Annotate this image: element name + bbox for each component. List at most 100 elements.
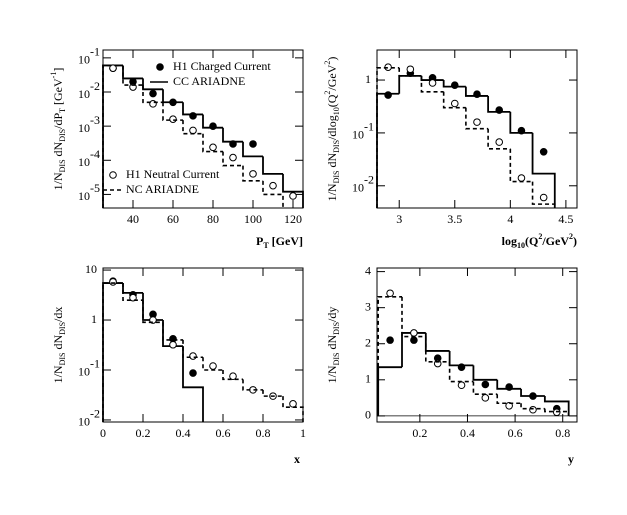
label-part: 2 — [569, 232, 573, 241]
histogram-bin — [544, 408, 570, 416]
histogram-bin — [520, 388, 545, 397]
plot-frame — [376, 267, 578, 423]
data-point — [386, 336, 394, 344]
y-tick-exponent: -1 — [90, 45, 100, 59]
x-tick-label: 0.8 — [555, 426, 570, 440]
y-tick-exponent: -2 — [90, 79, 100, 93]
histogram-bin — [448, 350, 474, 367]
y-tick-label: 4 — [365, 263, 371, 277]
label-part: 2 — [538, 232, 542, 241]
data-point — [209, 362, 217, 370]
histogram-bin — [142, 78, 163, 91]
axis-label: 1/NDIS dNDIS/dPT [GeV-1] — [49, 68, 67, 191]
histogram-bin — [102, 64, 123, 208]
histogram-bin — [448, 361, 474, 383]
label-part: 10 — [332, 107, 341, 115]
histogram-bin — [496, 379, 522, 390]
axis-label: x — [294, 452, 300, 466]
x-tick-label: 3 — [396, 212, 402, 226]
histogram-bin — [472, 381, 498, 396]
data-point — [229, 153, 237, 162]
x-tick-label: 3.5 — [447, 212, 462, 226]
label-part: dN — [325, 153, 339, 171]
label-part: 1/N — [51, 365, 65, 383]
histogram-bin — [464, 86, 489, 97]
x-tick-label: 4 — [507, 212, 513, 226]
label-part: [GeV] — [269, 234, 303, 248]
axis-label: PT [GeV] — [256, 234, 303, 251]
data-point — [539, 193, 548, 202]
data-point — [473, 118, 481, 126]
x-tick-label: 0.4 — [176, 426, 191, 440]
y-tick-label: 10 — [78, 415, 90, 429]
legend-swatch — [156, 63, 164, 71]
histogram-bin — [182, 346, 204, 422]
data-point — [386, 289, 394, 298]
histogram-bin — [376, 92, 400, 208]
x-tick-label: 120 — [284, 212, 302, 226]
axis-label: 1/NDIS dNDIS/dlog10(Q2/GeV2) — [323, 57, 341, 202]
label-part: 10 — [517, 241, 525, 250]
histogram-bin — [376, 67, 400, 208]
y-tick-exponent: -1 — [364, 120, 374, 134]
x-tick-label: 0.2 — [412, 426, 427, 440]
x-tick-label: 1 — [300, 426, 306, 440]
histogram-bin — [162, 322, 183, 341]
label-part: -1 — [49, 72, 58, 79]
histogram-bin — [222, 151, 243, 167]
data-point — [410, 336, 418, 344]
histogram-bin — [142, 300, 163, 324]
label-part: dN — [51, 141, 65, 159]
y-tick-label: 2 — [365, 335, 371, 349]
histogram-bin — [262, 389, 283, 397]
y-tick-label: 10 — [78, 155, 90, 169]
label-part: 1/N — [325, 183, 339, 201]
x-tick-label: 60 — [167, 212, 179, 226]
histogram-bin — [425, 336, 450, 363]
data-point — [529, 405, 537, 414]
data-point — [495, 138, 504, 146]
histogram-bin — [242, 165, 263, 182]
label-part: DIS — [58, 129, 67, 142]
label-part: T — [58, 108, 67, 113]
x-tick-label: 80 — [207, 212, 219, 226]
y-tick-label: 1 — [365, 72, 371, 86]
x-tick-label: 0.2 — [136, 426, 151, 440]
label-part: ) — [325, 57, 339, 61]
histogram-bin — [509, 111, 533, 134]
label-part: DIS — [332, 140, 341, 153]
data-point — [457, 381, 466, 390]
label-part: /dy — [325, 307, 339, 322]
label-part: /dx — [51, 307, 65, 322]
x-tick-label: 40 — [127, 212, 139, 226]
histogram-bin — [282, 173, 304, 208]
data-point — [406, 65, 415, 74]
legend-swatch — [109, 171, 117, 179]
label-part: ] — [51, 68, 65, 72]
histogram-bin — [242, 141, 263, 158]
histogram-bin — [465, 107, 489, 130]
histogram-bin — [262, 180, 284, 208]
legend-label: H1 Neutral Current — [126, 167, 220, 181]
label-part: ) — [573, 234, 577, 248]
legend-label: CC ARIADNE — [173, 74, 245, 88]
axis-label: 1/NDIS dNDIS/dy — [325, 307, 342, 384]
y-tick-exponent: -2 — [90, 407, 100, 421]
axis-label: 1/NDIS dNDIS/dx — [51, 307, 68, 384]
histogram-bin — [377, 366, 402, 416]
data-point — [481, 394, 490, 402]
data-point — [410, 329, 418, 337]
histogram-bin — [487, 95, 511, 113]
histogram-bin — [398, 74, 422, 94]
y-tick-label: 3 — [365, 299, 371, 313]
histogram-bin — [496, 394, 522, 405]
data-point — [189, 369, 197, 377]
x-tick-label: 100 — [244, 212, 262, 226]
label-part: x — [294, 452, 300, 466]
label-part: dN — [325, 335, 339, 353]
y-tick-exponent: -5 — [90, 181, 100, 195]
y-tick-exponent: -2 — [364, 173, 374, 187]
label-part: dN — [51, 335, 65, 353]
y-tick-label: 10 — [78, 121, 90, 135]
histogram-bin — [222, 369, 243, 381]
